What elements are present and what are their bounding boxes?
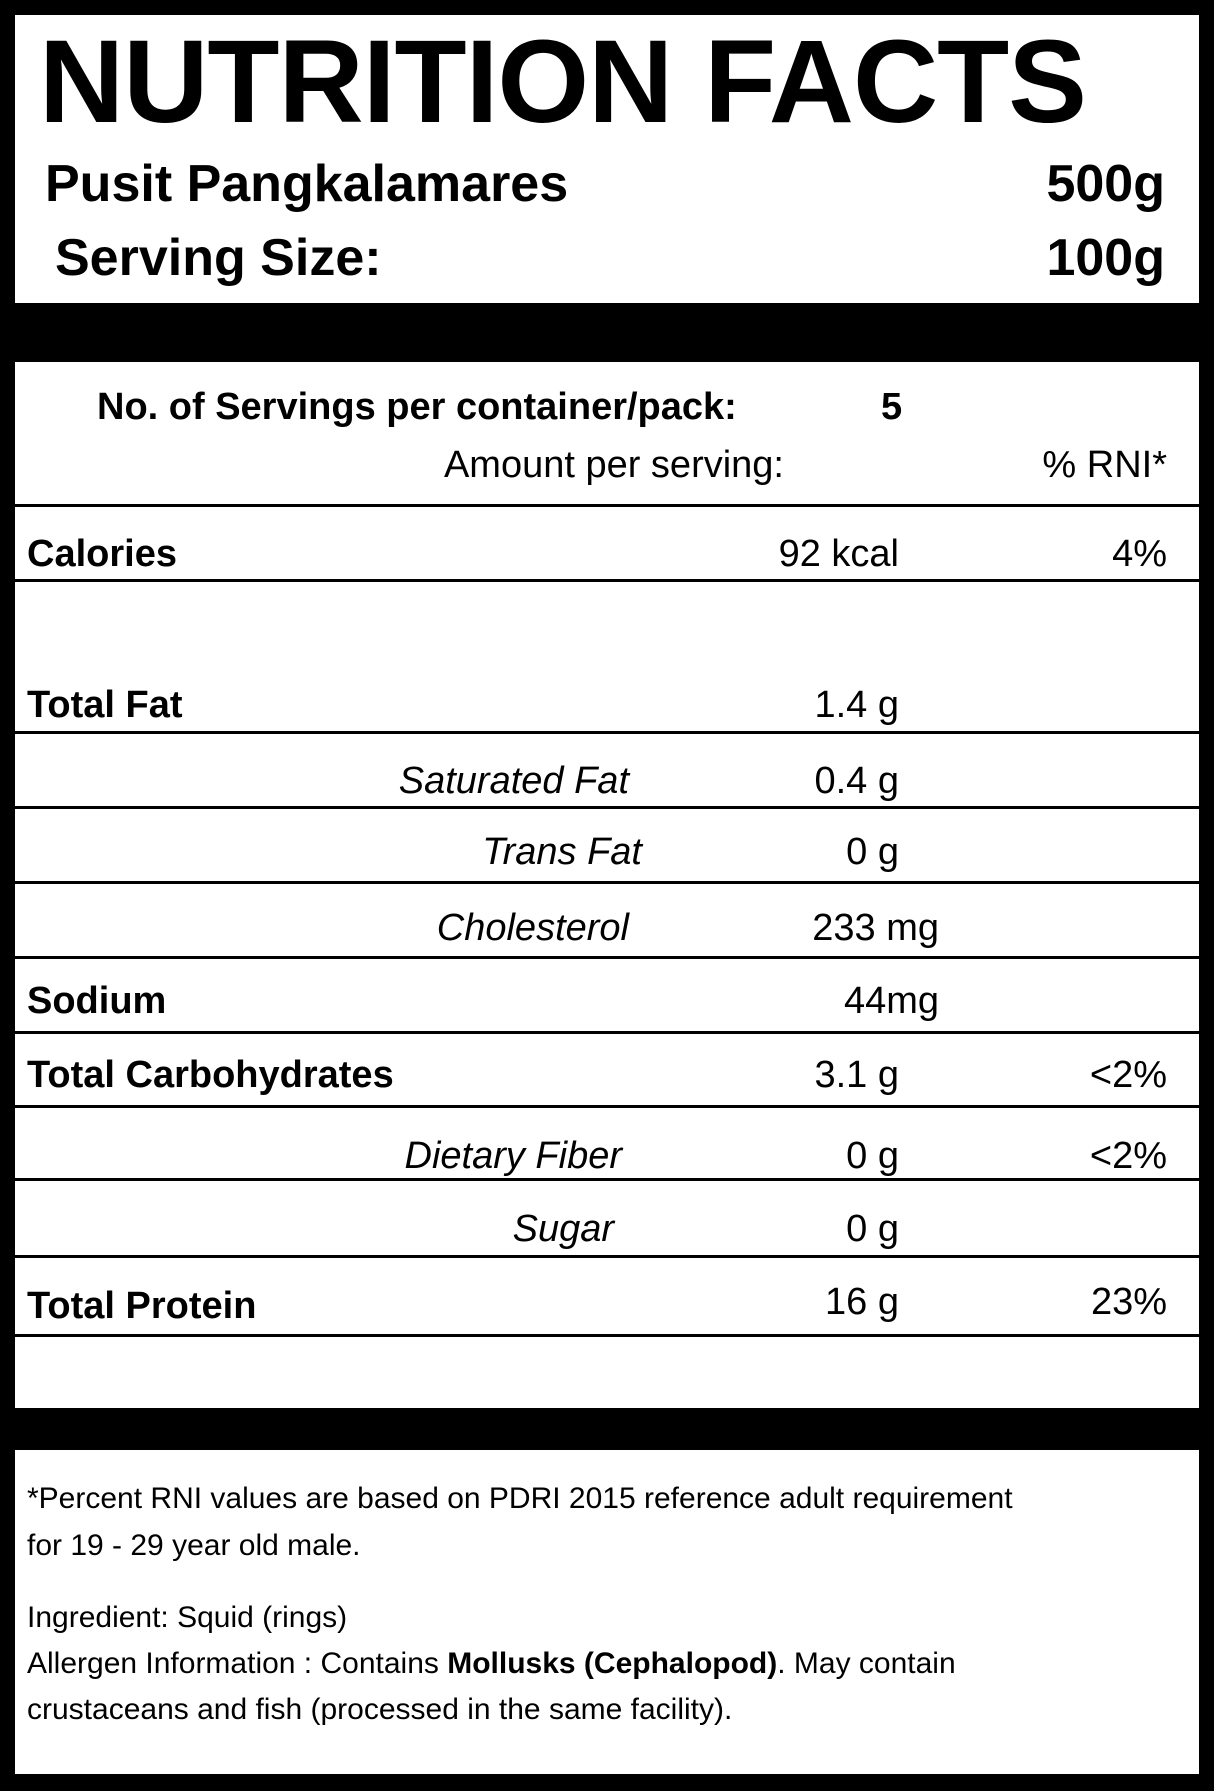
nutrient-amount-dietary-fiber: 0 g xyxy=(846,1135,899,1177)
product-weight: 500g xyxy=(1046,155,1165,213)
allergen-prefix: Allergen Information : Contains xyxy=(27,1647,448,1680)
nutrient-label-trans-fat: Trans Fat xyxy=(482,831,642,873)
rni-column-header: % RNI* xyxy=(1042,444,1167,486)
servings-per-container-label: No. of Servings per container/pack: xyxy=(97,386,737,428)
divider xyxy=(15,1105,1199,1108)
nutrient-amount-total-fat: 1.4 g xyxy=(814,684,899,726)
serving-size-label: Serving Size: xyxy=(55,229,382,287)
nutrient-amount-sodium: 44mg xyxy=(843,980,939,1022)
nutrient-rni-dietary-fiber: <2% xyxy=(1089,1135,1167,1177)
divider xyxy=(15,731,1199,734)
nutrient-label-sodium: Sodium xyxy=(27,980,167,1022)
nutrient-label-total-carbohydrates: Total Carbohydrates xyxy=(27,1054,394,1096)
divider xyxy=(15,579,1199,582)
nutrient-amount-sugar: 0 g xyxy=(846,1208,899,1250)
nutrient-amount-saturated-fat: 0.4 g xyxy=(814,760,899,802)
divider xyxy=(15,1334,1199,1337)
nutrients-panel: No. of Servings per container/pack: 5 Am… xyxy=(15,362,1199,1408)
page-title: NUTRITION FACTS xyxy=(39,16,1087,148)
divider xyxy=(15,504,1199,507)
nutrient-label-dietary-fiber: Dietary Fiber xyxy=(404,1135,623,1177)
rni-footnote-line1: *Percent RNI values are based on PDRI 20… xyxy=(27,1482,1013,1515)
rni-footnote-line2: for 19 - 29 year old male. xyxy=(27,1529,361,1562)
nutrient-amount-total-protein: 16 g xyxy=(825,1281,899,1323)
allergen-info: Allergen Information : Contains Mollusks… xyxy=(27,1641,956,1687)
footer-panel: *Percent RNI values are based on PDRI 20… xyxy=(15,1450,1199,1774)
divider xyxy=(15,806,1199,809)
nutrient-label-cholesterol: Cholesterol xyxy=(436,907,629,949)
servings-per-container-value: 5 xyxy=(881,386,903,428)
nutrient-label-total-protein: Total Protein xyxy=(27,1285,257,1327)
nutrient-rni-calories: 4% xyxy=(1112,533,1167,575)
divider xyxy=(15,1031,1199,1034)
allergen-suffix: . May contain xyxy=(777,1647,956,1680)
nutrient-label-calories: Calories xyxy=(27,533,177,575)
amount-per-serving-label: Amount per serving: xyxy=(443,444,784,486)
divider xyxy=(15,1178,1199,1181)
nutrient-label-saturated-fat: Saturated Fat xyxy=(398,760,629,802)
allergen-info-line2: crustaceans and fish (processed in the s… xyxy=(27,1693,733,1726)
nutrient-rni-total-protein: 23% xyxy=(1090,1281,1167,1323)
nutrient-amount-total-carbohydrates: 3.1 g xyxy=(814,1054,899,1096)
nutrient-rni-total-carbohydrates: <2% xyxy=(1089,1054,1167,1096)
nutrient-label-sugar: Sugar xyxy=(512,1208,614,1250)
nutrient-amount-trans-fat: 0 g xyxy=(846,831,899,873)
header-panel: NUTRITION FACTS Pusit Pangkalamares 500g… xyxy=(15,15,1199,303)
product-name: Pusit Pangkalamares xyxy=(45,155,569,213)
allergen-highlight: Mollusks (Cephalopod) xyxy=(447,1647,778,1680)
ingredient-text: Ingredient: Squid (rings) xyxy=(27,1601,348,1634)
nutrient-label-total-fat: Total Fat xyxy=(27,684,183,726)
nutrient-amount-cholesterol: 233 mg xyxy=(812,907,939,949)
divider xyxy=(15,956,1199,959)
divider xyxy=(15,1255,1199,1258)
serving-size-value: 100g xyxy=(1046,229,1165,287)
nutrient-amount-calories: 92 kcal xyxy=(778,533,899,575)
divider xyxy=(15,881,1199,884)
